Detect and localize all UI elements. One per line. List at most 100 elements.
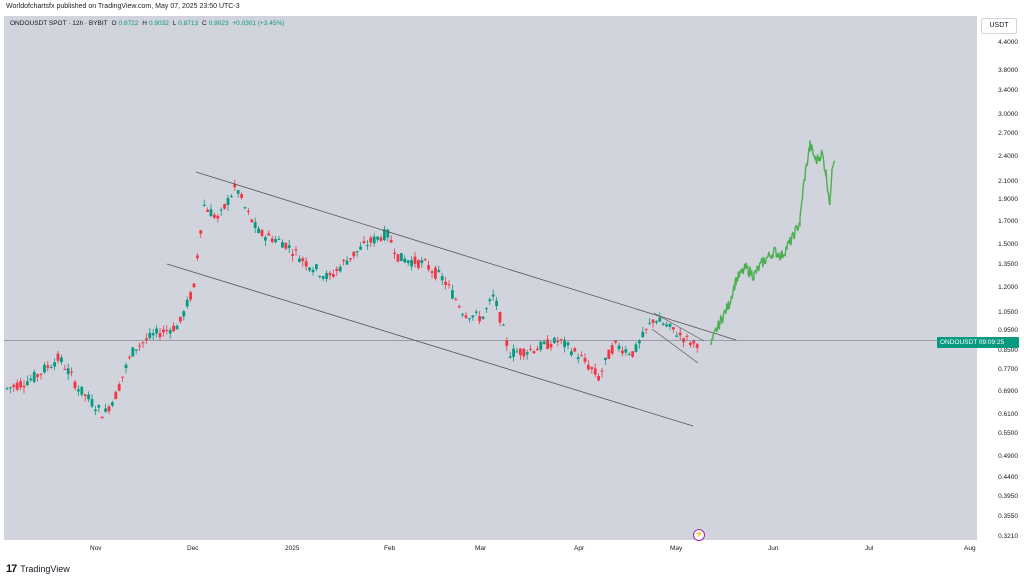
candle-body: [512, 348, 515, 357]
candle-body: [70, 371, 73, 373]
candle-body: [192, 283, 196, 288]
chart-pane[interactable]: [4, 16, 977, 556]
candle-body: [162, 329, 165, 333]
candle-body: [104, 408, 107, 412]
candle-body: [427, 265, 430, 270]
candle-body: [175, 325, 179, 330]
candle-body: [155, 328, 158, 334]
candle-body: [651, 319, 655, 323]
time-tick: Aug: [964, 545, 976, 552]
candle-body: [430, 271, 434, 273]
candle-body: [107, 406, 111, 412]
candle-body: [315, 264, 318, 269]
candle-body: [515, 351, 519, 353]
candle-body: [437, 270, 441, 272]
candle-body: [158, 333, 162, 338]
candle-body: [267, 233, 271, 236]
candle-body: [29, 378, 33, 381]
candle-body: [46, 365, 50, 368]
candle-body: [478, 316, 481, 322]
price-tick: 1.0500: [998, 309, 1018, 316]
candle-body: [525, 352, 529, 355]
candle-body: [349, 258, 352, 260]
candle-body: [685, 335, 689, 337]
candle-body: [393, 252, 396, 255]
candle-body: [362, 241, 366, 243]
candle-body: [121, 376, 124, 378]
candle-body: [148, 332, 152, 339]
footer-brand: TradingView: [20, 564, 70, 574]
candle-body: [243, 207, 247, 209]
candle-body: [206, 209, 209, 212]
candle-body: [117, 384, 121, 391]
candle-body: [298, 258, 301, 263]
candle-body: [233, 183, 237, 188]
price-tick: 0.3550: [998, 513, 1018, 520]
candle-body: [185, 299, 189, 307]
candle-body: [607, 349, 611, 359]
time-tick: Dec: [187, 545, 199, 552]
candle-body: [90, 398, 94, 407]
candle-body: [485, 308, 488, 310]
last-price-countdown: 09:09:25: [978, 339, 1005, 346]
candle-body: [539, 341, 543, 350]
candle-body: [406, 260, 410, 263]
time-tick: May: [670, 545, 683, 552]
candle-body: [420, 260, 424, 264]
candle-body: [546, 339, 549, 349]
candle-body: [301, 258, 305, 262]
candle-body: [481, 316, 485, 320]
candle-body: [111, 402, 114, 406]
legend-symbol: ONDOUSDT SPOT · 12h · BYBIT: [10, 20, 108, 27]
candle-body: [230, 195, 233, 197]
candle-body: [672, 327, 675, 330]
candle-body: [505, 340, 509, 347]
candle-body: [529, 348, 532, 350]
candle-body: [202, 204, 206, 206]
candle-body: [549, 344, 553, 348]
candle-body: [627, 354, 631, 356]
candle-body: [304, 261, 308, 267]
candle-body: [219, 209, 223, 211]
flash-icon[interactable]: ⚡: [693, 529, 705, 541]
candle-body: [213, 214, 216, 218]
time-tick: Nov: [90, 545, 102, 552]
candle-body: [634, 344, 638, 352]
candle-body: [94, 409, 97, 412]
price-tick: 0.3950: [998, 493, 1018, 500]
price-tick: 0.6100: [998, 411, 1018, 418]
tradingview-logo-icon: 17: [6, 563, 17, 575]
candle-body: [570, 351, 573, 356]
candle-body: [19, 381, 22, 388]
currency-button[interactable]: USDT: [981, 18, 1017, 34]
candle-body: [590, 367, 594, 369]
price-tick: 2.7000: [998, 130, 1018, 137]
legend-change: +0.0301 (+3.45%): [232, 20, 285, 27]
candle-body: [624, 349, 628, 353]
wedge-upper-line: [653, 312, 705, 342]
candle-body: [15, 382, 19, 390]
candle-body: [216, 215, 220, 219]
channel-lower-line: [166, 263, 694, 427]
candle-body: [189, 292, 192, 300]
legend-high-label: H: [142, 20, 147, 27]
candle-body: [665, 324, 668, 327]
candle-body: [247, 210, 250, 212]
candle-body: [253, 221, 257, 228]
candle-body: [668, 323, 672, 327]
price-tick: 1.9000: [998, 196, 1018, 203]
candle-body: [308, 267, 311, 271]
price-axis[interactable]: [977, 16, 1020, 556]
candle-body: [617, 345, 621, 350]
candle-body: [587, 364, 590, 370]
legend-close-label: C: [201, 20, 207, 27]
symbol-legend: ONDOUSDT SPOT · 12h · BYBIT O 0.8722 H 0.9…: [10, 20, 286, 27]
candle-body: [43, 364, 46, 373]
candle-body: [270, 238, 274, 242]
candle-body: [508, 356, 512, 358]
candle-body: [369, 237, 373, 243]
time-axis[interactable]: [4, 540, 977, 558]
candle-body: [355, 250, 359, 253]
candle-body: [474, 311, 478, 313]
candle-body: [138, 345, 141, 347]
